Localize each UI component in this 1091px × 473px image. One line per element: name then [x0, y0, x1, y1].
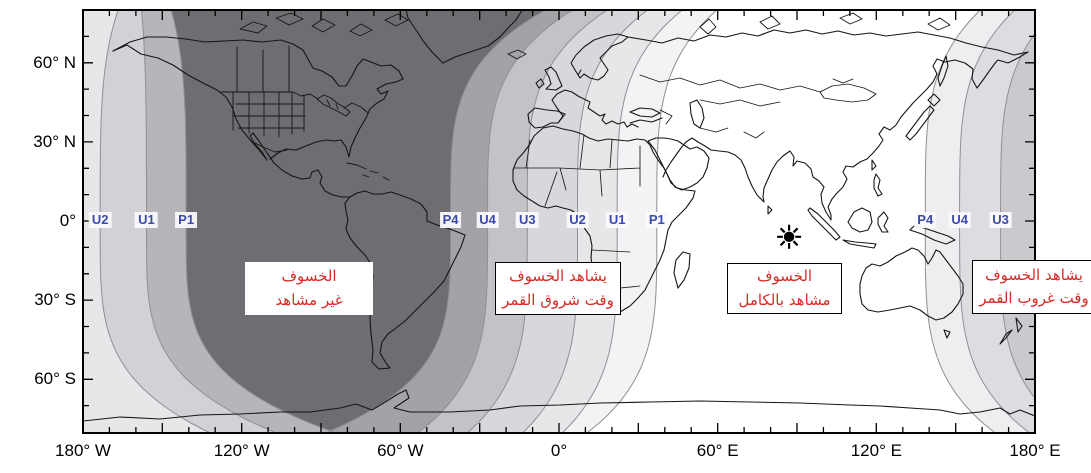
label-line: الخسوف [281, 267, 337, 286]
asia-east-south-coast [662, 51, 1029, 221]
southeast-asia-islands [767, 159, 956, 249]
sun-star-rays [777, 224, 802, 249]
label-eclipse-visible-at-moonset: يشاهد الخسوف وقت غروب القمر [972, 260, 1091, 314]
visibility-band [325, 10, 573, 433]
lat-tick-label: 60° S [34, 369, 76, 389]
madagascar [673, 251, 691, 289]
asia-north-coast [627, 29, 1029, 56]
lon-tick-label: 180° W [55, 441, 111, 460]
north-america-coast [112, 44, 351, 198]
australia-coast [859, 247, 964, 321]
visibility-band [100, 10, 277, 433]
caribbean-islands [346, 162, 390, 181]
lon-tick-label: 120° W [213, 441, 270, 460]
map-frame-and-ticks [82, 9, 1036, 434]
africa-coast [512, 125, 696, 313]
lat-tick-label: 30° N [33, 131, 76, 151]
arctic-islands [239, 12, 951, 37]
lat-tick-label: 30° S [34, 290, 76, 310]
europe-coast [527, 33, 705, 129]
axis-ticks [83, 10, 1035, 433]
label-line: مشاهد بالكامل [738, 290, 831, 309]
iceland [507, 49, 527, 60]
contour-label-p1: P1 [175, 212, 198, 228]
oceania-islands [943, 317, 1023, 345]
antarctica-coast [83, 389, 1035, 422]
contour-label-p4: P4 [439, 212, 462, 228]
lon-tick-label: 60° E [696, 441, 739, 460]
visibility-band [141, 10, 337, 433]
label-line: الخسوف [756, 267, 813, 286]
contour-label-u4: U4 [476, 212, 499, 228]
label-eclipse-visible-at-moonrise: يشاهد الخسوف وقت شروق القمر [495, 262, 621, 315]
label-line: وقت غروب القمر [979, 289, 1089, 307]
visibility-band [1000, 10, 1035, 433]
visibility-band [83, 10, 211, 433]
visibility-band [562, 10, 717, 433]
label-line: وقت شروق القمر [502, 290, 614, 309]
contour-label-u2: U2 [88, 212, 112, 228]
contour-label-u3: U3 [515, 212, 539, 228]
visibility-band [467, 10, 648, 433]
north-america-east-arctic-coast [112, 36, 404, 160]
visibility-band [586, 10, 996, 433]
asia-borders [639, 74, 877, 139]
north-america-borders [220, 45, 369, 153]
label-line: يشاهد الخسوف [985, 265, 1083, 284]
contour-label-u2: U2 [566, 212, 589, 228]
label-line: يشاهد الخسوف [509, 267, 607, 286]
lat-tick-label: 60° N [33, 52, 76, 72]
contour-label-p4: P4 [914, 212, 937, 228]
greenland [405, 10, 523, 64]
label-eclipse-not-visible: الخسوف غير مشاهد [245, 262, 373, 315]
visibility-band [522, 10, 683, 433]
contour-label-u1: U1 [605, 212, 629, 228]
arabia-coast [647, 137, 710, 191]
lon-tick-label: 0° [550, 441, 568, 460]
contour-label-u4: U4 [948, 212, 971, 228]
contour-label-p1: P1 [645, 212, 668, 228]
label-line: غير مشاهد [275, 290, 343, 309]
lat-tick-label: 0° [59, 211, 76, 230]
great-lakes [316, 94, 351, 117]
coastlines [83, 10, 1035, 422]
contour-label-u3: U3 [989, 212, 1012, 228]
visibility-band [925, 10, 1030, 433]
lon-tick-label: 120° E [850, 441, 902, 460]
visibility-band [417, 10, 608, 433]
label-eclipse-fully-visible: الخسوف مشاهد بالكامل [727, 263, 842, 314]
contour-label-u1: U1 [135, 212, 158, 228]
africa-borders [513, 134, 641, 291]
sun-star-icon [783, 231, 795, 243]
japan-sakhalin [905, 55, 949, 141]
south-america-coast [344, 190, 466, 370]
lon-tick-label: 180° E [1009, 441, 1061, 460]
greatest-eclipse-star [777, 224, 802, 249]
lon-tick-label: 60° W [377, 441, 424, 460]
